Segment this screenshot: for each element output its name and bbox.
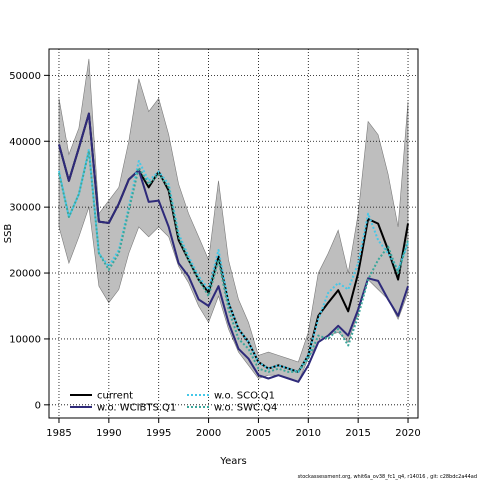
x-tick-label: 2010 [296,428,321,439]
legend-label: w.o. WCIBTS.Q1 [97,403,176,414]
y-tick-label: 10000 [9,334,41,345]
x-tick-label: 1990 [96,428,121,439]
series-line-w-o-wcibts-q1 [58,112,409,383]
x-tick-label: 2015 [345,428,370,439]
x-tick-label: 2005 [246,428,271,439]
legend-label: w.o. SCO.Q1 [214,391,275,402]
plot-frame [48,48,419,419]
x-tick-label: 2020 [395,428,420,439]
series-layer [58,112,409,383]
series-line-w-o-swc-q4 [58,150,409,373]
legend-label: w.o. SWC.Q4 [214,403,277,414]
x-tick-label: 2000 [196,428,221,439]
y-tick-label: 30000 [9,203,41,214]
y-axis: 0 10000 20000 30000 40000 50000 [9,71,49,411]
y-tick-label: 50000 [9,71,41,82]
x-axis: 1985 1990 1995 2000 2005 2010 2015 2020 [46,418,421,439]
y-axis-label: SSB [3,224,14,244]
legend-label: current [97,391,133,402]
footnote: stockassessment.org, whit6a_ov38_fc1_q4,… [298,474,477,480]
y-tick-label: 20000 [9,269,41,280]
x-axis-label: Years [219,456,246,467]
x-tick-label: 1995 [146,428,171,439]
y-tick-label: 0 [35,400,41,411]
y-tick-label: 40000 [9,137,41,148]
x-tick-label: 1985 [46,428,71,439]
